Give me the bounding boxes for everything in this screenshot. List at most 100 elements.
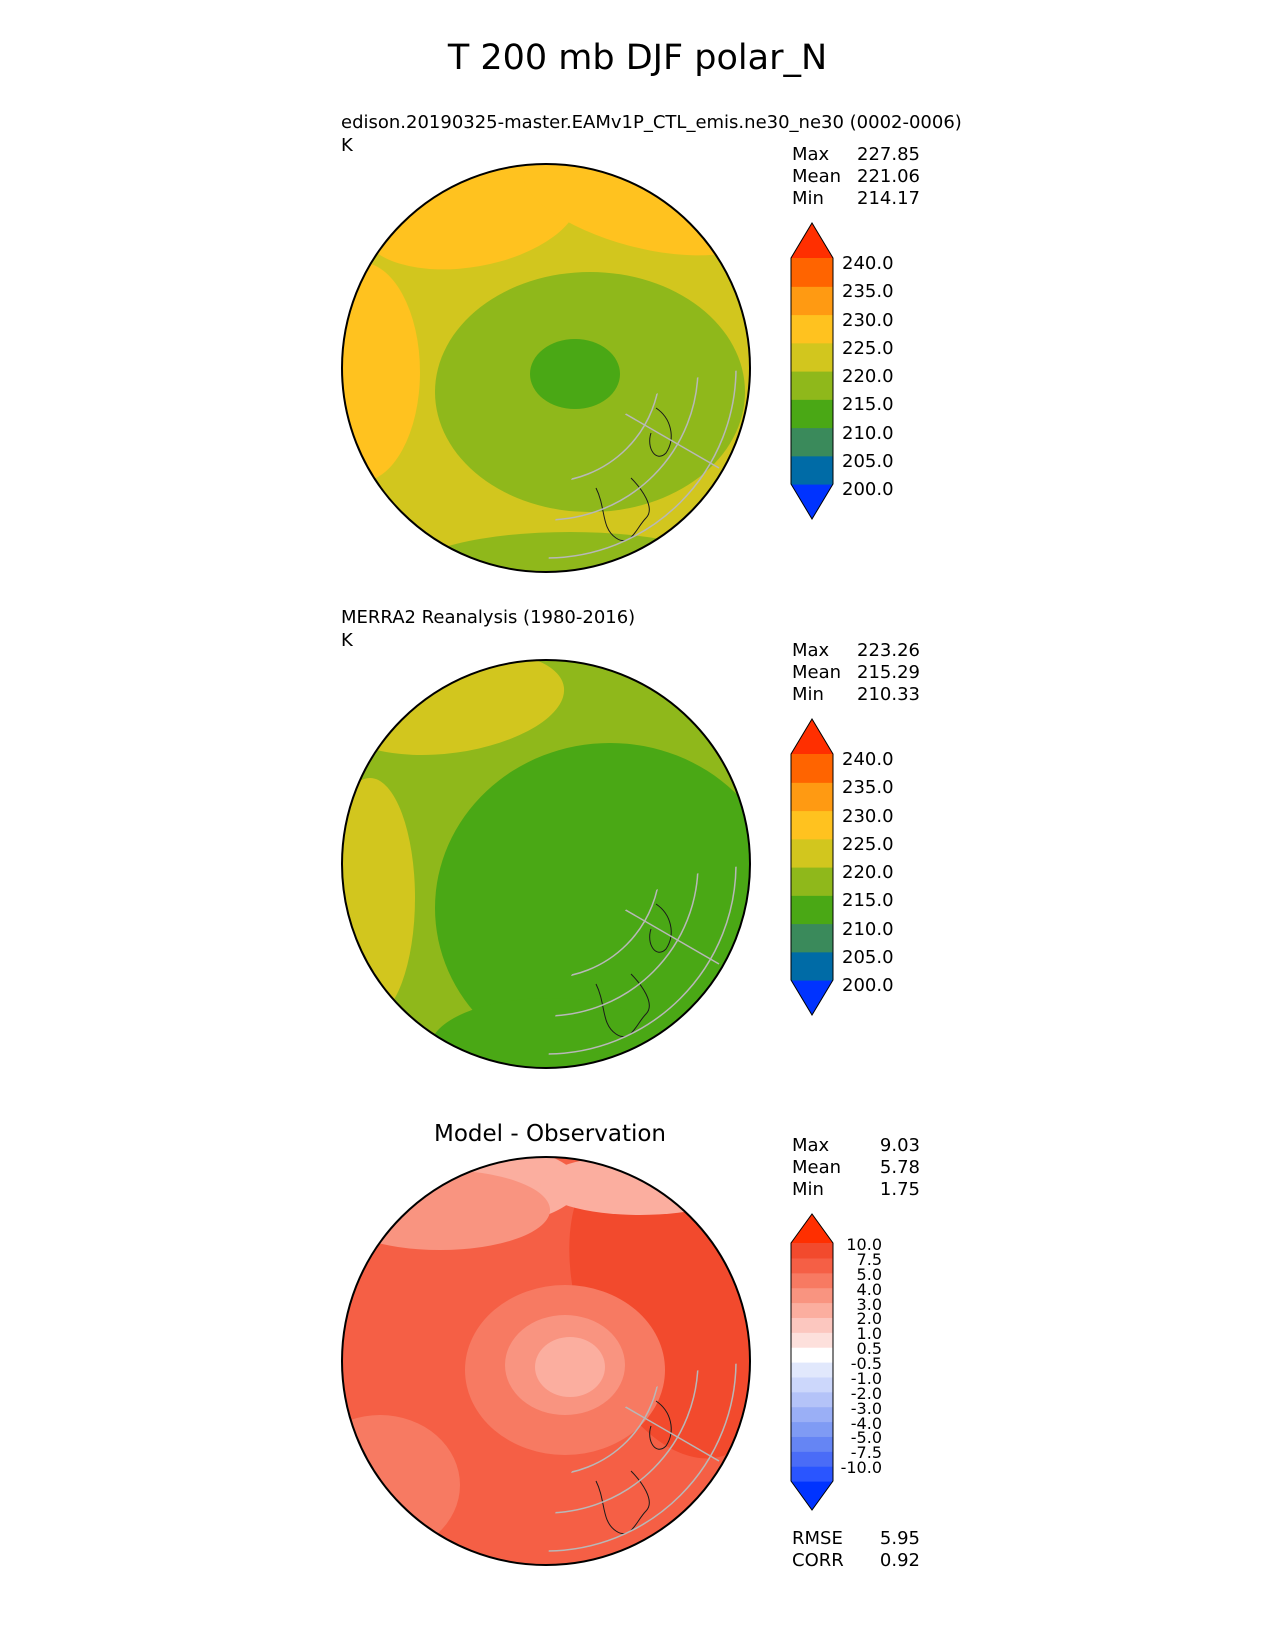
panel1-stat-min: Min 214.17 [792, 188, 920, 209]
colorbar-tick-label: 235.0 [842, 281, 894, 303]
colorbar-tick-label: 3.0 [856, 1294, 882, 1314]
panel1-stat-mean: Mean 221.06 [792, 166, 920, 187]
colorbar-tick-label: 1.0 [856, 1324, 882, 1344]
colorbar-swatch [791, 484, 833, 519]
panel3-map [341, 1156, 751, 1566]
colorbar-tick-label: 230.0 [842, 309, 894, 331]
colorbar-tick-label: -3.0 [850, 1398, 882, 1418]
panel3-boundary [341, 1156, 751, 1566]
colorbar-swatch [791, 867, 833, 896]
panel1-boundary [341, 163, 751, 573]
colorbar-swatch [791, 951, 833, 981]
colorbar-tick-label: 4.0 [856, 1279, 882, 1299]
colorbar-tick-label: 7.5 [856, 1249, 882, 1269]
colorbar-tick-label: 205.0 [842, 946, 894, 968]
colorbar-tick-label: 2.0 [856, 1309, 882, 1329]
panel2-map [341, 659, 751, 1069]
colorbar-tick-label: 0.5 [856, 1339, 882, 1359]
panel3-stat-mean: Mean 5.78 [792, 1157, 920, 1178]
colorbar-swatch [791, 1451, 833, 1467]
colorbar-swatch [791, 1257, 833, 1274]
colorbar-swatch [791, 258, 833, 287]
colorbar-swatch [791, 342, 833, 372]
colorbar-tick-label: 200.0 [842, 975, 894, 996]
colorbar-tick-label: 220.0 [842, 862, 894, 883]
panel3-stat-min: Min 1.75 [792, 1179, 920, 1200]
colorbar-swatch [791, 980, 833, 1015]
colorbar-swatch [791, 455, 833, 485]
panel2-stat-max: Max 223.26 [792, 640, 920, 661]
colorbar-swatch [791, 923, 833, 953]
panel2-stat-mean: Mean 215.29 [792, 662, 920, 683]
panel3-title: Model - Observation [433, 1121, 667, 1147]
colorbar-swatch [791, 1272, 833, 1289]
colorbar-swatch [791, 314, 833, 344]
colorbar-tick-label: 210.0 [842, 918, 894, 940]
colorbar-tick-label: 215.0 [842, 890, 894, 912]
panel3-colorbar [790, 1213, 834, 1511]
panel2-stat-min: Min 210.33 [792, 684, 920, 705]
colorbar-swatch [791, 1362, 833, 1378]
colorbar-tick-label: 225.0 [842, 833, 894, 855]
colorbar-swatch [791, 838, 833, 868]
colorbar-swatch [791, 371, 833, 400]
colorbar-swatch [791, 1481, 833, 1510]
colorbar-tick-label: 210.0 [842, 422, 894, 444]
colorbar-tick-label: 205.0 [842, 450, 894, 472]
colorbar-swatch [791, 895, 833, 925]
panel2-title: MERRA2 Reanalysis (1980-2016) [341, 607, 636, 628]
colorbar-swatch [791, 286, 833, 316]
panel1-map [341, 163, 751, 573]
colorbar-swatch [791, 1214, 833, 1243]
colorbar-swatch [791, 1466, 833, 1482]
colorbar-tick-label: 240.0 [842, 749, 894, 770]
colorbar-tick-label: -1.0 [850, 1368, 882, 1388]
colorbar-tick-label: 5.0 [856, 1264, 882, 1284]
colorbar-swatch [791, 1347, 833, 1363]
panel1-units: K [341, 135, 353, 156]
figure-title: T 200 mb DJF polar_N [447, 38, 828, 78]
panel2-colorbar [790, 718, 834, 1016]
panel3-metric-corr: CORR 0.92 [792, 1550, 920, 1571]
colorbar-tick-label: 240.0 [842, 253, 894, 274]
colorbar-swatch [791, 1421, 833, 1437]
colorbar-tick-label: -0.5 [850, 1354, 882, 1373]
colorbar-swatch [791, 1376, 833, 1393]
colorbar-swatch [791, 399, 833, 429]
colorbar-swatch [791, 1391, 833, 1408]
colorbar-swatch [791, 754, 833, 783]
colorbar-swatch [791, 1332, 833, 1348]
colorbar-swatch [791, 427, 833, 457]
panel2-boundary [341, 659, 751, 1069]
colorbar-tick-label: -5.0 [850, 1428, 882, 1448]
colorbar-swatch [791, 782, 833, 812]
colorbar-swatch [791, 1287, 833, 1304]
colorbar-swatch [791, 223, 833, 258]
colorbar-tick-label: -4.0 [850, 1413, 882, 1433]
colorbar-outline [790, 1213, 834, 1511]
colorbar-tick-label: 230.0 [842, 805, 894, 827]
panel3-metric-rmse: RMSE 5.95 [792, 1528, 920, 1549]
colorbar-swatch [791, 1243, 833, 1259]
panel1-title: edison.20190325-master.EAMv1P_CTL_emis.n… [341, 112, 962, 133]
panel1-colorbar [790, 222, 834, 520]
colorbar-tick-label: 215.0 [842, 394, 894, 416]
colorbar-swatch [791, 1302, 833, 1318]
colorbar-tick-label: -2.0 [850, 1383, 882, 1403]
colorbar-tick-label: 225.0 [842, 337, 894, 359]
colorbar-outline [790, 718, 834, 1016]
colorbar-swatch [791, 1436, 833, 1452]
colorbar-tick-label: 220.0 [842, 366, 894, 387]
colorbar-tick-label: 10.0 [846, 1235, 882, 1254]
colorbar-tick-label: 235.0 [842, 777, 894, 799]
colorbar-tick-label: 200.0 [842, 479, 894, 500]
colorbar-tick-label: -7.5 [850, 1443, 882, 1463]
colorbar-swatch [791, 719, 833, 754]
panel2-units: K [341, 630, 353, 651]
colorbar-swatch [791, 1317, 833, 1333]
panel1-stat-max: Max 227.85 [792, 144, 920, 165]
panel3-stat-max: Max 9.03 [792, 1135, 920, 1156]
colorbar-tick-label: -10.0 [840, 1458, 882, 1478]
colorbar-swatch [791, 1406, 833, 1423]
colorbar-outline [790, 222, 834, 520]
